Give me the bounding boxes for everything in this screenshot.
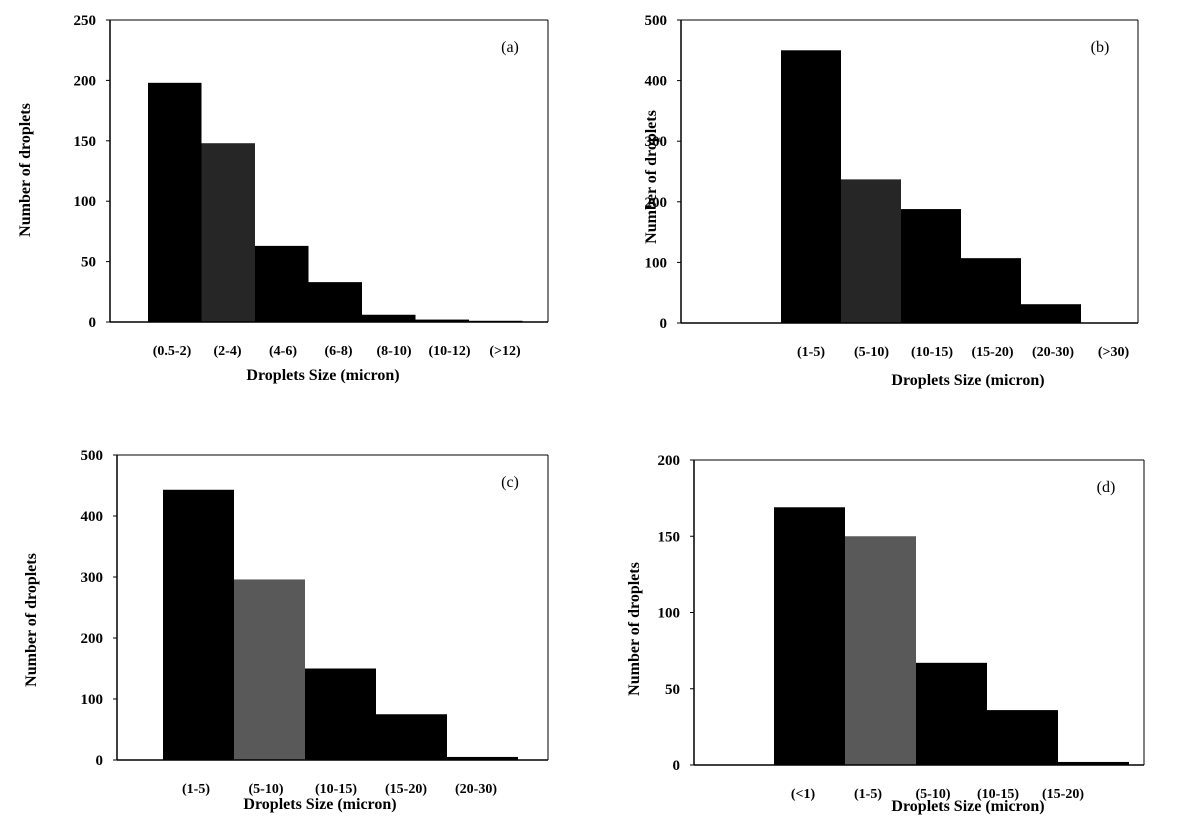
y-tick-label-c-500: 500 (81, 448, 104, 464)
bar-d-2 (845, 536, 916, 765)
y-axis-label-d: Number of droplets (626, 562, 643, 696)
bar-a-6 (415, 319, 469, 322)
y-tick-label-d-50: 50 (665, 682, 680, 698)
bar-a-3 (255, 245, 309, 322)
x-axis-label-b: Droplets Size (micron) (891, 372, 1044, 389)
chart-panel-b: 0 100 200 300 400 500 (1-5) (5-10) (10-15) (15-20… (591, 0, 1182, 415)
bar-c-2 (234, 579, 305, 760)
y-tick-label-a-100: 100 (74, 194, 97, 210)
bar-a-2 (201, 143, 255, 322)
bar-b-2 (841, 179, 901, 323)
y-tick-label-b-0: 0 (660, 316, 668, 332)
x-tick-label-b-5: (20-30) (1032, 345, 1074, 360)
bar-c-1 (163, 489, 234, 760)
y-tick-label-a-250: 250 (74, 13, 97, 29)
bar-d-1 (774, 507, 845, 765)
bar-c-5 (447, 756, 518, 760)
y-tick-label-c-0: 0 (96, 753, 104, 769)
y-tick-label-c-400: 400 (81, 509, 104, 525)
y-tick-label-a-50: 50 (81, 255, 96, 271)
x-tick-label-a-6: (10-12) (429, 344, 471, 359)
bar-a-4 (308, 282, 362, 322)
chart-panel-d: 0 50 100 150 200 (<1) (1-5) (5-10) (10-15) (15-20… (591, 415, 1182, 830)
chart-svg-a: 0 50 100 150 200 250 (0.5-2) (2-4) (4-6) (6-8) (8-… (17, 13, 549, 384)
panel-label-d: (d) (1097, 479, 1116, 496)
chart-panel-a: 0 50 100 150 200 250 (0.5-2) (2-4) (4-6) (6-8) (8-… (0, 0, 591, 415)
x-tick-label-c-2: (5-10) (249, 782, 284, 797)
bar-a-1 (148, 82, 202, 322)
x-tick-label-a-5: (8-10) (377, 344, 412, 359)
y-tick-label-a-200: 200 (74, 73, 97, 89)
x-tick-label-a-1: (0.5-2) (153, 344, 192, 359)
bar-d-5 (1058, 761, 1129, 765)
panel-label-a: (a) (501, 39, 519, 56)
y-axis-label-a: Number of droplets (17, 103, 34, 237)
x-axis-label-a: Droplets Size (micron) (246, 367, 399, 384)
x-tick-label-b-3: (10-15) (911, 345, 953, 360)
x-tick-label-b-2: (5-10) (854, 345, 889, 360)
y-tick-label-c-200: 200 (81, 631, 104, 647)
x-tick-label-b-6: (>30) (1098, 345, 1130, 360)
bar-b-5 (1021, 304, 1081, 323)
x-tick-label-d-4: (10-15) (977, 787, 1019, 802)
y-tick-label-b-300: 300 (645, 134, 668, 150)
x-tick-label-d-5: (15-20) (1042, 787, 1084, 802)
bar-b-4 (961, 258, 1021, 323)
y-tick-label-a-0: 0 (89, 315, 97, 331)
bar-d-3 (916, 662, 987, 765)
bar-b-1 (781, 50, 841, 324)
panel-label-c: (c) (501, 474, 519, 491)
y-tick-label-d-100: 100 (658, 606, 681, 622)
y-tick-label-b-500: 500 (645, 13, 668, 29)
y-tick-label-d-200: 200 (658, 453, 681, 469)
x-tick-label-a-3: (4-6) (269, 344, 297, 359)
y-tick-label-d-150: 150 (658, 529, 681, 545)
x-tick-label-c-3: (10-15) (315, 782, 357, 797)
y-tick-label-b-100: 100 (645, 255, 668, 271)
x-tick-label-a-7: (>12) (489, 344, 521, 359)
y-tick-label-c-100: 100 (81, 692, 104, 708)
y-axis-label-b: Number of droplets (643, 110, 660, 244)
x-tick-label-c-5: (20-30) (455, 782, 497, 797)
x-tick-label-d-1: (<1) (791, 787, 816, 802)
bar-c-4 (376, 714, 447, 760)
y-tick-label-b-400: 400 (645, 74, 668, 90)
y-axis-label-c: Number of droplets (23, 553, 40, 687)
x-tick-label-d-2: (1-5) (854, 787, 882, 802)
x-tick-label-b-4: (15-20) (972, 345, 1014, 360)
x-axis-label-d: Droplets Size (micron) (891, 798, 1044, 815)
x-tick-label-b-1: (1-5) (797, 345, 825, 360)
chart-svg-b: 0 100 200 300 400 500 (1-5) (5-10) (10-15) (15-20… (643, 13, 1139, 389)
bar-b-3 (901, 209, 961, 323)
bar-d-4 (987, 710, 1058, 765)
chart-panel-c: 0 100 200 300 400 500 (1-5) (5-10) (10-15) (15-20… (0, 415, 591, 830)
y-tick-label-a-150: 150 (74, 134, 97, 150)
bar-a-5 (362, 314, 416, 322)
x-tick-label-a-2: (2-4) (214, 344, 242, 359)
x-tick-label-a-4: (6-8) (325, 344, 353, 359)
y-tick-label-b-200: 200 (645, 195, 668, 211)
chart-svg-d: 0 50 100 150 200 (<1) (1-5) (5-10) (10-15) (15-20… (626, 453, 1145, 815)
chart-svg-c: 0 100 200 300 400 500 (1-5) (5-10) (10-15) (15-20… (23, 448, 549, 813)
x-tick-label-c-4: (15-20) (385, 782, 427, 797)
bar-c-3 (305, 668, 376, 760)
x-tick-label-c-1: (1-5) (182, 782, 210, 797)
x-tick-label-d-3: (5-10) (916, 787, 951, 802)
panel-label-b: (b) (1091, 39, 1110, 56)
x-axis-label-c: Droplets Size (micron) (243, 796, 396, 813)
y-tick-label-c-300: 300 (81, 570, 104, 586)
y-tick-label-d-0: 0 (673, 758, 681, 774)
